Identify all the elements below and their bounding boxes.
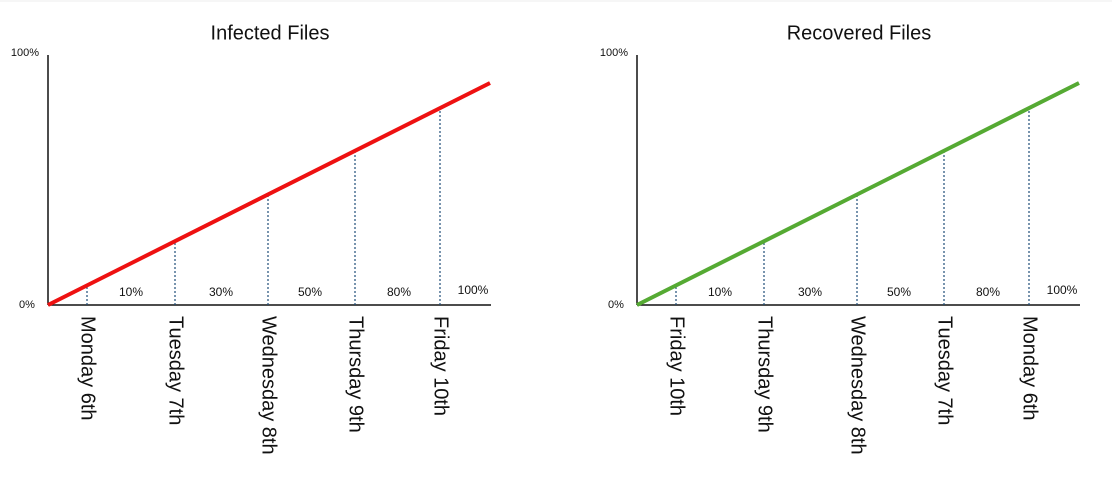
day-label: Friday 10th xyxy=(666,316,688,416)
y-top-label: 100% xyxy=(11,47,39,59)
day-label: Monday 6th xyxy=(77,316,99,421)
day-label: Tuesday 7th xyxy=(934,316,956,425)
segment-label: 10% xyxy=(119,285,143,299)
y-bottom-label: 0% xyxy=(608,299,624,311)
day-label: Wednesday 8th xyxy=(258,316,280,455)
day-label: Friday 10th xyxy=(430,316,452,416)
day-label: Tuesday 7th xyxy=(165,316,187,425)
segment-label: 30% xyxy=(798,285,822,299)
segment-label: 100% xyxy=(1047,283,1078,297)
trend-line xyxy=(47,81,491,307)
chart-title: Infected Files xyxy=(211,22,330,44)
segment-label: 80% xyxy=(387,285,411,299)
day-label: Monday 6th xyxy=(1019,316,1041,421)
day-label: Wednesday 8th xyxy=(847,316,869,455)
segment-label: 10% xyxy=(708,285,732,299)
day-label: Thursday 9th xyxy=(754,316,776,433)
day-label: Thursday 9th xyxy=(345,316,367,433)
segment-label: 100% xyxy=(458,283,489,297)
chart-title: Recovered Files xyxy=(787,22,932,44)
segment-label: 30% xyxy=(209,285,233,299)
segment-label: 80% xyxy=(976,285,1000,299)
y-top-label: 100% xyxy=(600,47,628,59)
trend-line xyxy=(636,81,1080,307)
segment-label: 50% xyxy=(298,285,322,299)
segment-label: 50% xyxy=(887,285,911,299)
y-bottom-label: 0% xyxy=(19,299,35,311)
